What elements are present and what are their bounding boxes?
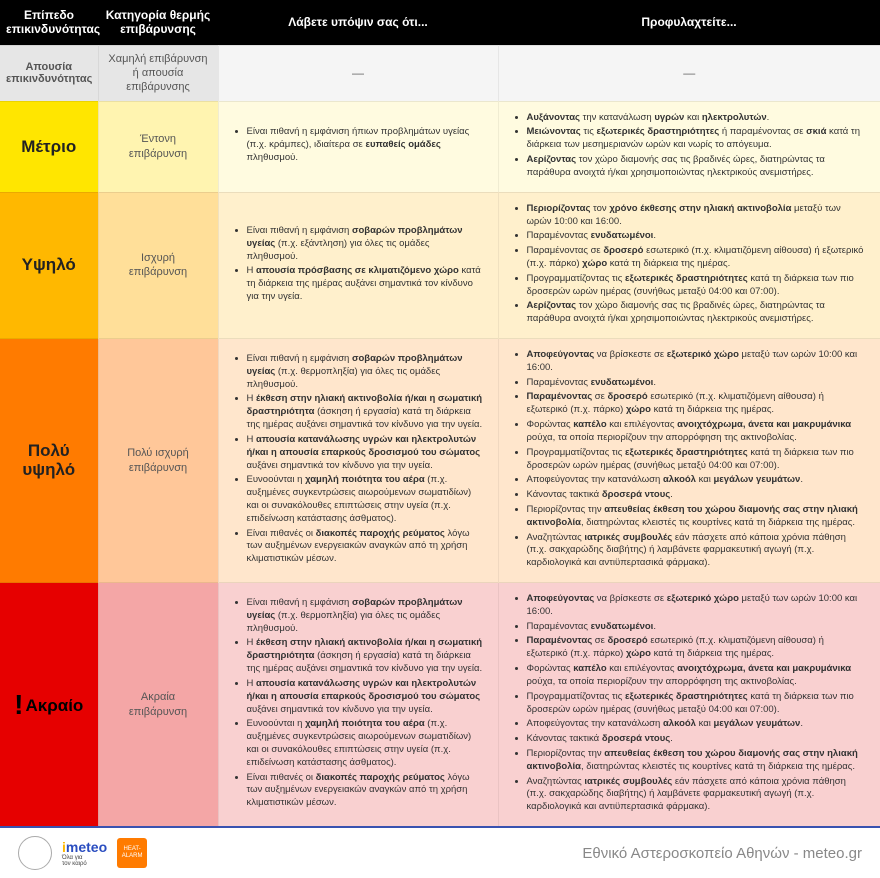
notes-cell: Είναι πιθανή η εμφάνιση ήπιων προβλημάτω… — [218, 101, 498, 192]
table-row: !ΑκραίοΑκραίαεπιβάρυνσηΕίναι πιθανή η εμ… — [0, 583, 880, 827]
header-level: Επίπεδοεπικινδυνότητας — [0, 0, 98, 45]
table-row: ΥψηλόΙσχυρήεπιβάρυνσηΕίναι πιθανή η εμφά… — [0, 192, 880, 338]
header-precautions: Προφυλαχτείτε... — [498, 0, 880, 45]
notes-cell: — — [218, 45, 498, 101]
category-cell: Χαμηλή επιβάρυνσηή απουσία επιβάρυνσης — [98, 45, 218, 101]
precautions-cell: Αποφεύγοντας να βρίσκεστε σε εξωτερικό χ… — [498, 339, 880, 583]
precautions-cell: Αποφεύγοντας να βρίσκεστε σε εξωτερικό χ… — [498, 583, 880, 827]
table-row: ΠολύυψηλόΠολύ ισχυρήεπιβάρυνσηΕίναι πιθα… — [0, 339, 880, 583]
notes-cell: Είναι πιθανή η εμφάνιση σοβαρών προβλημά… — [218, 339, 498, 583]
level-cell: Πολύυψηλό — [0, 339, 98, 583]
level-cell: Μέτριο — [0, 101, 98, 192]
level-cell: !Ακραίο — [0, 583, 98, 827]
meteo-logo-icon: imeteo Όλα γιατον καιρό — [62, 839, 107, 867]
precautions-cell: Περιορίζοντας τον χρόνο έκθεσης στην ηλι… — [498, 192, 880, 338]
notes-cell: Είναι πιθανή η εμφάνιση σοβαρών προβλημά… — [218, 192, 498, 338]
header-notes: Λάβετε υπόψιν σας ότι... — [218, 0, 498, 45]
category-cell: Ισχυρήεπιβάρυνση — [98, 192, 218, 338]
table-row: ΑπουσίαεπικινδυνότηταςΧαμηλή επιβάρυνσηή… — [0, 45, 880, 101]
level-cell: Απουσίαεπικινδυνότητας — [0, 45, 98, 101]
category-cell: Έντονηεπιβάρυνση — [98, 101, 218, 192]
footer-attribution: Εθνικό Αστεροσκοπείο Αθηνών - meteo.gr — [582, 845, 862, 862]
level-cell: Υψηλό — [0, 192, 98, 338]
category-cell: Πολύ ισχυρήεπιβάρυνση — [98, 339, 218, 583]
table-body: ΑπουσίαεπικινδυνότηταςΧαμηλή επιβάρυνσηή… — [0, 45, 880, 826]
heat-risk-table: Επίπεδοεπικινδυνότητας Κατηγορία θερμήςε… — [0, 0, 880, 826]
notes-cell: Είναι πιθανή η εμφάνιση σοβαρών προβλημά… — [218, 583, 498, 827]
table-row: ΜέτριοΈντονηεπιβάρυνσηΕίναι πιθανή η εμφ… — [0, 101, 880, 192]
category-cell: Ακραίαεπιβάρυνση — [98, 583, 218, 827]
footer: imeteo Όλα γιατον καιρό HEAT-ALARM Εθνικ… — [0, 826, 880, 878]
heat-alarm-logo-icon: HEAT-ALARM — [117, 838, 147, 868]
noa-logo-icon — [18, 836, 52, 870]
footer-logos: imeteo Όλα γιατον καιρό HEAT-ALARM — [18, 836, 147, 870]
precautions-cell: Αυξάνοντας την κατανάλωση υγρών και ηλεκ… — [498, 101, 880, 192]
header-category: Κατηγορία θερμήςεπιβάρυνσης — [98, 0, 218, 45]
precautions-cell: — — [498, 45, 880, 101]
